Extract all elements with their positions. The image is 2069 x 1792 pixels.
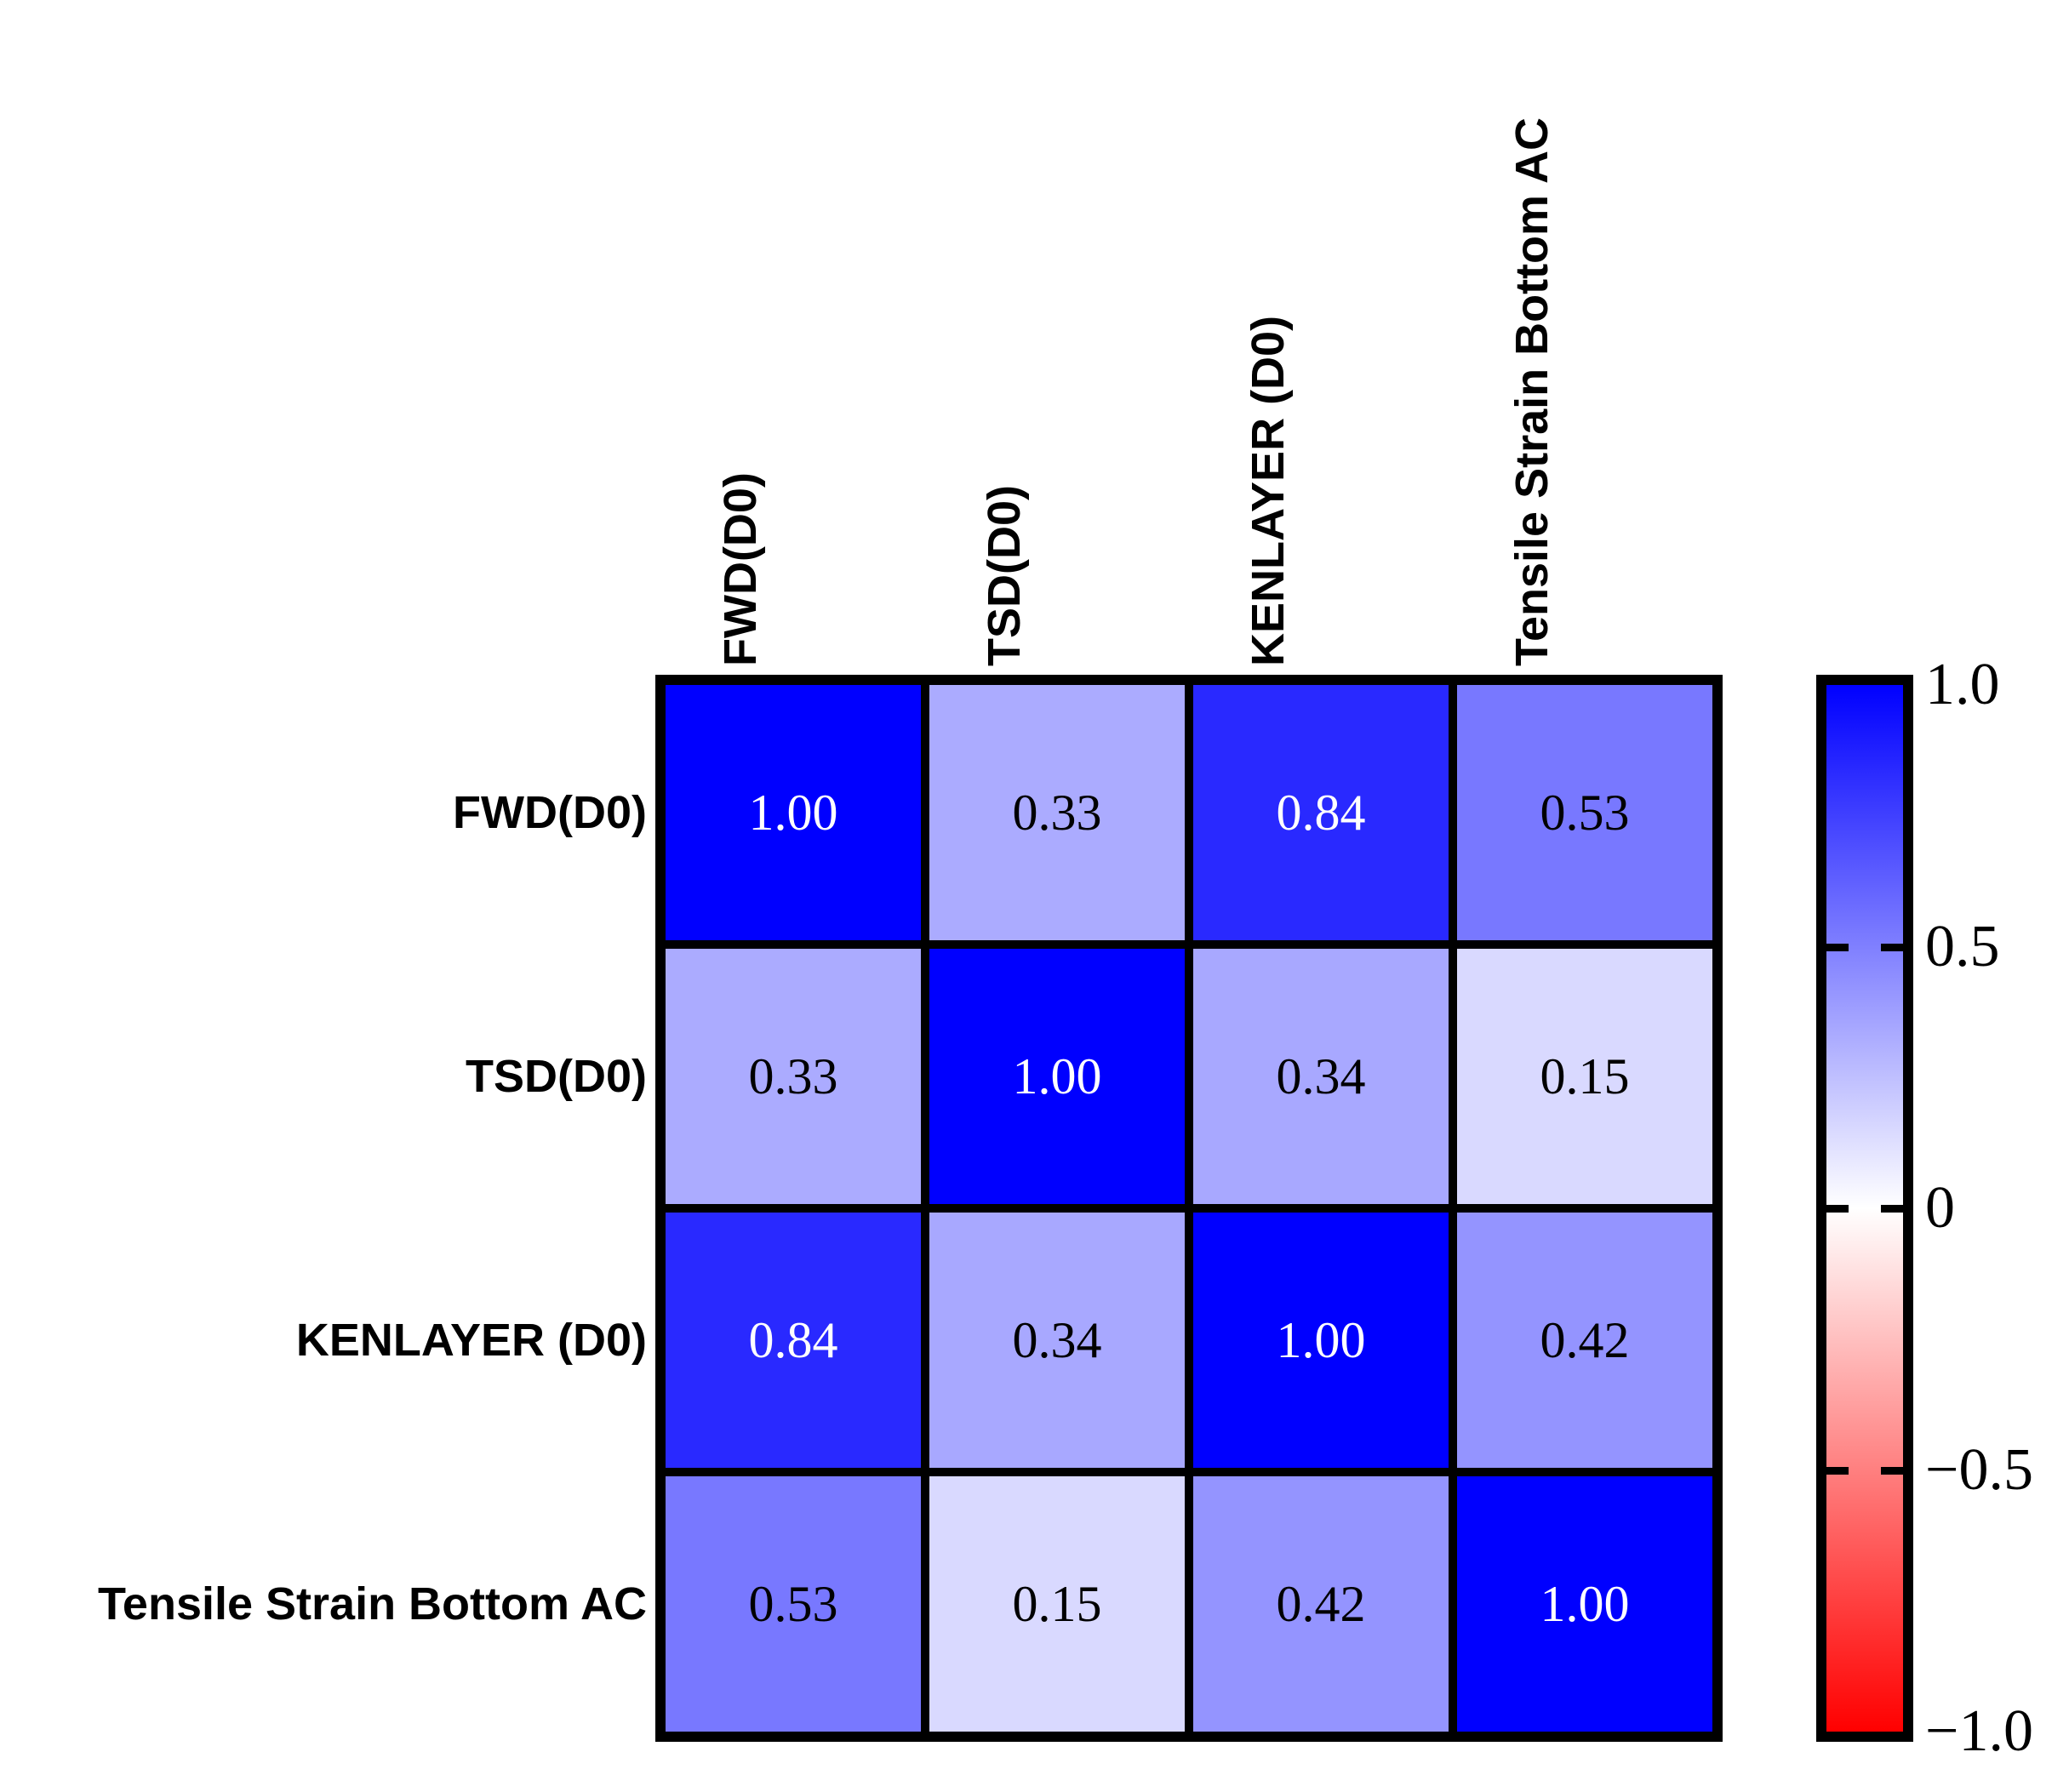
- column-label: Tensile Strain Bottom AC: [1506, 117, 1557, 666]
- heatmap-cell: 0.15: [1457, 949, 1712, 1204]
- colorbar-tick-mark: [1826, 943, 1849, 951]
- heatmap-cell: 0.84: [1193, 685, 1449, 940]
- heatmap-cell: 0.42: [1457, 1213, 1712, 1468]
- heatmap-cell: 0.33: [929, 685, 1185, 940]
- heatmap-cell: 1.00: [666, 685, 921, 940]
- heatmap-cell: 1.00: [929, 949, 1185, 1204]
- heatmap-cell: 0.33: [666, 949, 921, 1204]
- heatmap-cell: 1.00: [1457, 1476, 1712, 1732]
- colorbar-tick-mark: [1881, 1466, 1903, 1475]
- heatmap-cell: 0.42: [1193, 1476, 1449, 1732]
- heatmap-cell: 0.15: [929, 1476, 1185, 1732]
- heatmap-cell: 0.53: [666, 1476, 921, 1732]
- colorbar-tick-label: −1.0: [1925, 1698, 2033, 1764]
- colorbar-tick-label: 0: [1925, 1175, 1955, 1241]
- heatmap-cell: 0.34: [929, 1213, 1185, 1468]
- column-label: TSD(D0): [979, 485, 1030, 666]
- colorbar-tick-mark: [1881, 1205, 1903, 1213]
- colorbar-tick-mark: [1881, 943, 1903, 951]
- heatmap-cell: 0.53: [1457, 685, 1712, 940]
- heatmap-cell: 1.00: [1193, 1213, 1449, 1468]
- colorbar-tick-label: 1.0: [1925, 652, 2000, 717]
- heatmap-matrix: 1.00 0.33 0.84 0.53 0.33 1.00 0.34 0.15 0.84 0.34…: [655, 675, 1723, 1742]
- column-label: FWD(D0): [715, 472, 766, 666]
- row-label: KENLAYER (D0): [295, 1315, 647, 1366]
- row-label: Tensile Strain Bottom AC: [97, 1578, 647, 1629]
- heatmap-cell: 0.84: [666, 1213, 921, 1468]
- colorbar-tick-mark: [1826, 1205, 1849, 1213]
- row-label: TSD(D0): [466, 1051, 647, 1102]
- colorbar: [1816, 675, 1913, 1742]
- colorbar-tick-label: −0.5: [1925, 1436, 2033, 1503]
- row-label: FWD(D0): [453, 787, 647, 838]
- colorbar-tick-label: 0.5: [1925, 913, 2000, 979]
- heatmap-cell: 0.34: [1193, 949, 1449, 1204]
- column-label: KENLAYER (D0): [1243, 315, 1294, 666]
- colorbar-tick-mark: [1826, 1466, 1849, 1475]
